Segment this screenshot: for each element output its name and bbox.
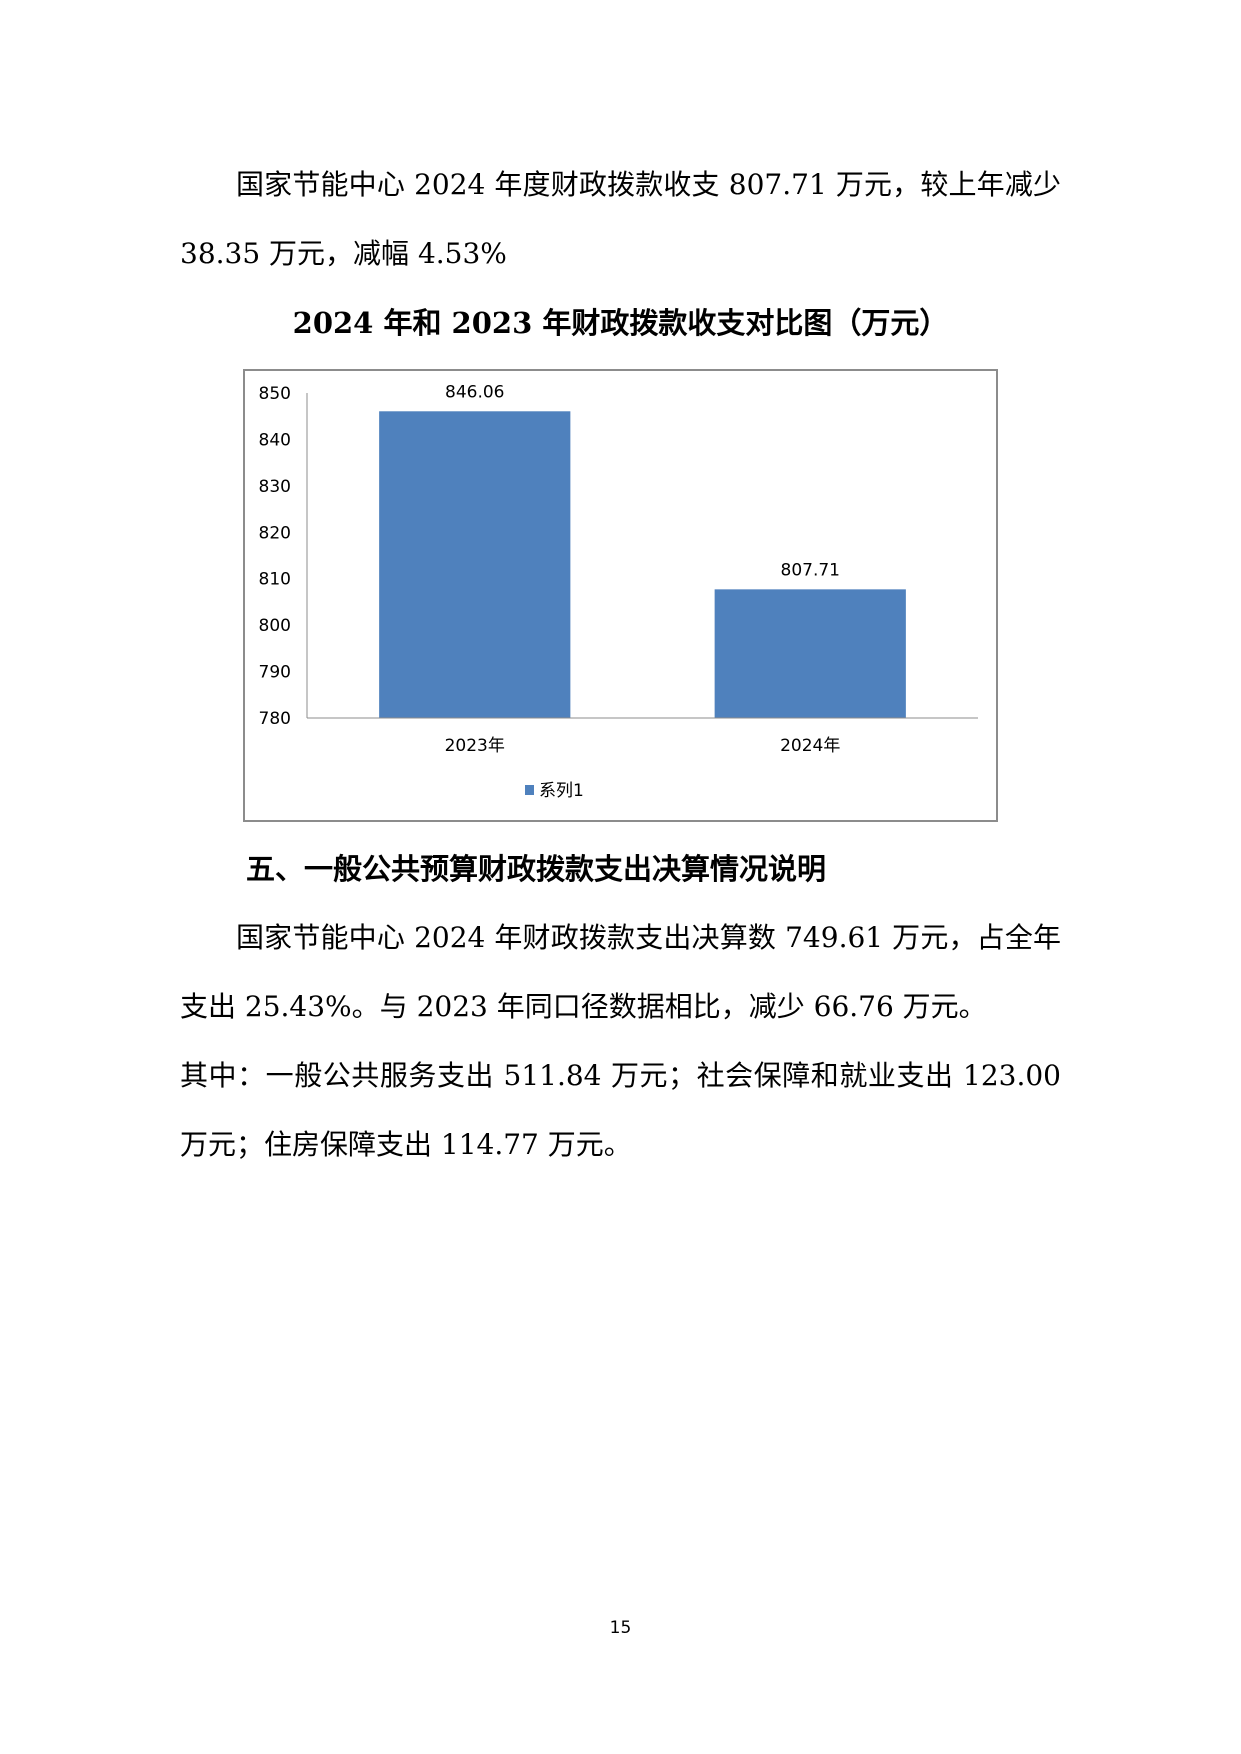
- document-body: 国家节能中心 2024 年度财政拨款收支 807.71 万元，较上年减少 38.…: [180, 150, 1061, 1179]
- bar: [379, 411, 571, 718]
- chart-svg: 780 790 800 810 820 830 840 850 846.06 2023年 807.7…: [259, 382, 978, 801]
- x-tick-label: 2024年: [780, 736, 840, 756]
- y-tick-label: 780: [259, 709, 291, 729]
- paragraph-summary: 国家节能中心 2024 年度财政拨款收支 807.71 万元，较上年减少 38.…: [180, 168, 1061, 270]
- y-tick-label: 800: [259, 616, 291, 636]
- x-tick-label: 2023年: [445, 736, 505, 756]
- bar-chart: 780 790 800 810 820 830 840 850 846.06 2023年 807.7…: [243, 369, 998, 822]
- y-tick-label: 790: [259, 663, 291, 683]
- legend-swatch: [525, 785, 534, 795]
- data-label: 846.06: [445, 382, 504, 402]
- page-number: 15: [609, 1618, 632, 1638]
- section-heading: 五、一般公共预算财政拨款支出决算情况说明: [246, 852, 827, 886]
- paragraph-breakdown: 其中：一般公共服务支出 511.84 万元；社会保障和就业支出 123.00 万…: [180, 1059, 1061, 1161]
- chart-title: 2024 年和 2023 年财政拨款收支对比图（万元）: [292, 306, 949, 340]
- y-tick-label: 840: [259, 430, 291, 450]
- y-tick-label: 850: [259, 384, 291, 404]
- y-tick-label: 810: [259, 570, 291, 590]
- bar: [714, 589, 906, 718]
- paragraph-expenditure: 国家节能中心 2024 年财政拨款支出决算数 749.61 万元，占全年支出 2…: [180, 921, 1061, 1023]
- y-tick-label: 830: [259, 477, 291, 497]
- legend-label: 系列1: [539, 781, 584, 801]
- y-tick-label: 820: [259, 523, 291, 543]
- data-label: 807.71: [781, 560, 840, 580]
